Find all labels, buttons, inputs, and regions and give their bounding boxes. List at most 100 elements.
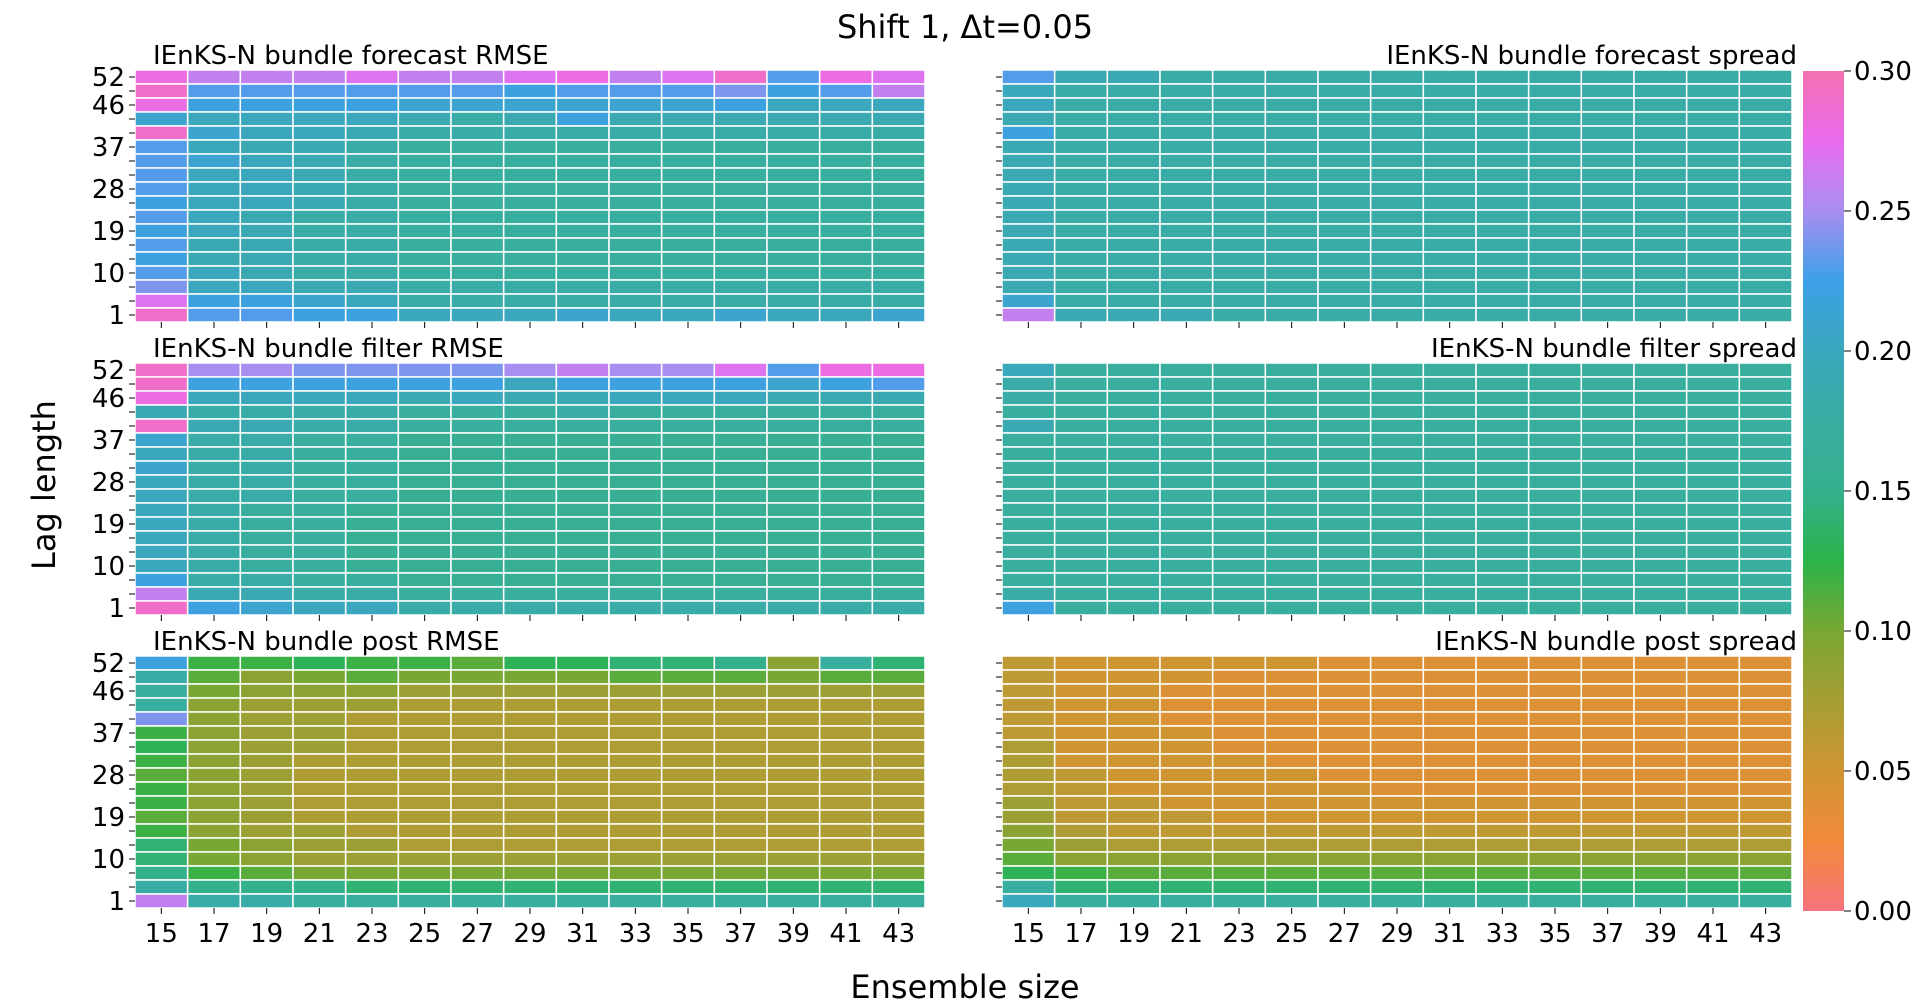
heatmap-cell bbox=[344, 265, 400, 281]
heatmap-cell bbox=[1001, 516, 1056, 532]
heatmap-cell bbox=[1633, 669, 1688, 685]
heatmap-cell bbox=[555, 600, 610, 616]
heatmap-cell bbox=[239, 446, 294, 462]
heatmap-cell bbox=[1053, 265, 1109, 281]
heatmap-cell bbox=[134, 376, 189, 392]
heatmap-cell bbox=[1369, 97, 1425, 113]
heatmap-cell bbox=[502, 488, 558, 504]
panel-title: IEnKS-N bundle filter RMSE bbox=[153, 334, 504, 364]
colorbar-tick-label: 0.30 bbox=[1854, 57, 1912, 87]
heatmap-cell bbox=[555, 167, 610, 183]
heatmap-cell bbox=[1685, 111, 1741, 127]
heatmap-cell bbox=[1527, 879, 1583, 895]
heatmap-cell bbox=[186, 558, 242, 574]
heatmap-cell bbox=[239, 97, 294, 113]
heatmap-cell bbox=[1580, 697, 1635, 713]
heatmap-cell bbox=[871, 753, 926, 769]
heatmap-cell bbox=[1106, 893, 1161, 909]
heatmap-cell bbox=[1001, 237, 1056, 253]
heatmap-cell bbox=[186, 851, 242, 867]
heatmap-cell bbox=[1580, 237, 1635, 253]
heatmap-cell bbox=[1369, 739, 1425, 755]
heatmap-cell bbox=[766, 781, 821, 797]
heatmap-cell bbox=[818, 544, 874, 560]
heatmap-cell bbox=[502, 83, 558, 99]
heatmap-cell bbox=[1580, 795, 1635, 811]
heatmap-cell bbox=[502, 404, 558, 420]
heatmap-cell bbox=[239, 474, 294, 490]
heatmap-cell bbox=[1738, 739, 1793, 755]
heatmap-cell bbox=[1211, 69, 1267, 85]
heatmap-cell bbox=[186, 460, 242, 476]
heatmap-cell bbox=[1264, 432, 1319, 448]
heatmap-cell bbox=[1053, 767, 1109, 783]
heatmap-cell bbox=[239, 69, 294, 85]
heatmap-cell bbox=[1685, 655, 1741, 671]
heatmap-cell bbox=[871, 669, 926, 685]
heatmap-cell bbox=[1633, 739, 1688, 755]
heatmap-cell bbox=[818, 167, 874, 183]
heatmap-cell bbox=[713, 362, 768, 378]
heatmap-cell bbox=[344, 432, 400, 448]
heatmap-cell bbox=[1422, 97, 1477, 113]
heatmap-cell bbox=[1001, 153, 1056, 169]
heatmap-cell bbox=[1211, 544, 1267, 560]
heatmap-cell bbox=[1369, 83, 1425, 99]
heatmap-cell bbox=[713, 767, 768, 783]
heatmap-cell bbox=[713, 739, 768, 755]
heatmap-cell bbox=[1001, 251, 1056, 267]
heatmap-cell bbox=[1633, 362, 1688, 378]
heatmap-cell bbox=[292, 139, 347, 155]
heatmap-cell bbox=[502, 167, 558, 183]
heatmap-cell bbox=[766, 879, 821, 895]
heatmap-cell bbox=[766, 139, 821, 155]
heatmap-cell bbox=[239, 307, 294, 323]
heatmap-cell bbox=[1527, 279, 1583, 295]
y-axis-ticks bbox=[996, 662, 1002, 902]
heatmap-cell bbox=[292, 823, 347, 839]
heatmap-cell bbox=[1053, 362, 1109, 378]
heatmap-cell bbox=[1738, 237, 1793, 253]
heatmap-panel-forecast-rmse: IEnKS-N bundle forecast RMSE 52463728191… bbox=[92, 41, 926, 331]
heatmap-cell bbox=[1211, 809, 1267, 825]
heatmap-cell bbox=[871, 572, 926, 588]
heatmap-cell bbox=[1738, 697, 1793, 713]
heatmap-cell bbox=[397, 307, 452, 323]
heatmap-cell bbox=[502, 823, 558, 839]
heatmap-cell bbox=[1053, 502, 1109, 518]
heatmap-cell bbox=[134, 586, 189, 602]
heatmap-cell bbox=[555, 725, 610, 741]
heatmap-cell bbox=[1475, 181, 1530, 197]
heatmap-cell bbox=[292, 795, 347, 811]
heatmap-cell bbox=[292, 265, 347, 281]
heatmap-cell bbox=[502, 516, 558, 532]
heatmap-cell bbox=[766, 83, 821, 99]
heatmap-cell bbox=[871, 404, 926, 420]
heatmap-cell bbox=[608, 823, 663, 839]
heatmap-cell bbox=[1317, 307, 1372, 323]
heatmap-cell bbox=[397, 865, 452, 881]
heatmap-cell bbox=[502, 362, 558, 378]
heatmap-cell bbox=[766, 404, 821, 420]
heatmap-cell bbox=[871, 600, 926, 616]
heatmap-cell bbox=[1264, 544, 1319, 560]
heatmap-cell bbox=[1317, 488, 1372, 504]
heatmap-cell bbox=[871, 488, 926, 504]
heatmap-cell bbox=[1264, 139, 1319, 155]
heatmap-cell bbox=[1369, 669, 1425, 685]
heatmap-cell bbox=[713, 125, 768, 141]
heatmap-cell bbox=[1001, 767, 1056, 783]
heatmap-cell bbox=[1211, 251, 1267, 267]
heatmap-cell bbox=[555, 767, 610, 783]
heatmap-cell bbox=[713, 237, 768, 253]
heatmap-cell bbox=[766, 181, 821, 197]
heatmap-cell bbox=[292, 390, 347, 406]
heatmap-cell bbox=[1475, 125, 1530, 141]
heatmap-cell bbox=[344, 195, 400, 211]
heatmap-cell bbox=[660, 181, 716, 197]
heatmap-cell bbox=[1211, 781, 1267, 797]
heatmap-cell bbox=[1001, 460, 1056, 476]
heatmap-cell bbox=[871, 530, 926, 546]
heatmap-cell bbox=[818, 446, 874, 462]
heatmap-cell bbox=[1738, 223, 1793, 239]
